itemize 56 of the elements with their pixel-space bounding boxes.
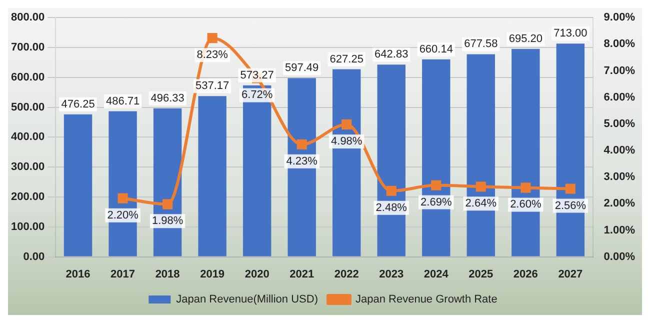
y-tick-label: 600.00: [10, 71, 45, 84]
y-tick-label: 800.00: [10, 12, 45, 24]
data-label: 4.98%: [331, 135, 362, 148]
y2-tick-label: 0.00%: [604, 250, 636, 263]
data-label: 597.49: [285, 62, 319, 74]
data-label: 642.83: [374, 48, 408, 61]
data-label: 2.56%: [554, 200, 586, 212]
x-tick-label: 2023: [379, 268, 404, 280]
x-tick-label: 2019: [200, 268, 225, 280]
y2-tick-label: 6.00%: [604, 91, 636, 104]
y-tick-label: 300.00: [10, 161, 45, 174]
y2-tick-label: 7.00%: [604, 64, 636, 77]
legend-label: Japan Revenue Growth Rate: [355, 294, 498, 306]
y2-tick-label: 5.00%: [604, 118, 636, 130]
y2-tick-label: 9.00%: [604, 12, 636, 24]
x-tick-label: 2025: [468, 268, 494, 280]
y-tick-label: 700.00: [10, 42, 45, 54]
data-label: 627.25: [330, 53, 364, 66]
y2-tick-label: 3.00%: [604, 171, 636, 184]
data-label: 2.48%: [376, 202, 408, 214]
legend-label: Japan Revenue(Million USD): [176, 294, 318, 306]
x-tick-label: 2016: [66, 268, 90, 280]
y-tick-label: 100.00: [10, 220, 45, 233]
x-tick-label: 2017: [110, 268, 136, 280]
y-tick-label: 200.00: [10, 191, 45, 204]
data-label: 8.23%: [196, 49, 228, 62]
data-label: 695.20: [508, 32, 542, 45]
x-tick-label: 2027: [558, 268, 583, 280]
x-tick-label: 2021: [290, 268, 314, 280]
y2-tick-label: 8.00%: [604, 38, 636, 50]
data-label: 660.14: [419, 43, 453, 56]
data-label: 2.20%: [107, 209, 139, 222]
x-tick-label: 2020: [244, 268, 270, 280]
data-label: 713.00: [554, 28, 588, 40]
data-label: 677.58: [464, 38, 498, 50]
data-label: 573.27: [240, 69, 274, 82]
y-tick-label: 500.00: [10, 101, 45, 114]
data-label: 496.33: [150, 92, 184, 104]
x-tick-label: 2022: [334, 268, 359, 280]
data-label: 4.23%: [286, 155, 318, 168]
y2-tick-label: 4.00%: [604, 144, 636, 157]
data-label: 537.17: [195, 80, 230, 92]
x-tick-label: 2024: [424, 268, 450, 280]
data-label: 486.71: [106, 95, 140, 108]
x-tick-label: 2018: [155, 268, 180, 280]
data-label: 2.69%: [420, 196, 452, 208]
data-label: 6.72%: [241, 89, 273, 102]
data-label: 2.64%: [465, 198, 497, 210]
y2-tick-label: 2.00%: [604, 198, 636, 210]
y-tick-label: 0.00: [23, 250, 45, 263]
data-label: 1.98%: [152, 215, 184, 228]
y2-tick-label: 1.00%: [604, 224, 636, 236]
data-label: 476.25: [61, 98, 95, 110]
data-label: 2.60%: [510, 198, 542, 211]
x-tick-label: 2026: [513, 268, 538, 280]
y-tick-label: 400.00: [10, 131, 45, 144]
